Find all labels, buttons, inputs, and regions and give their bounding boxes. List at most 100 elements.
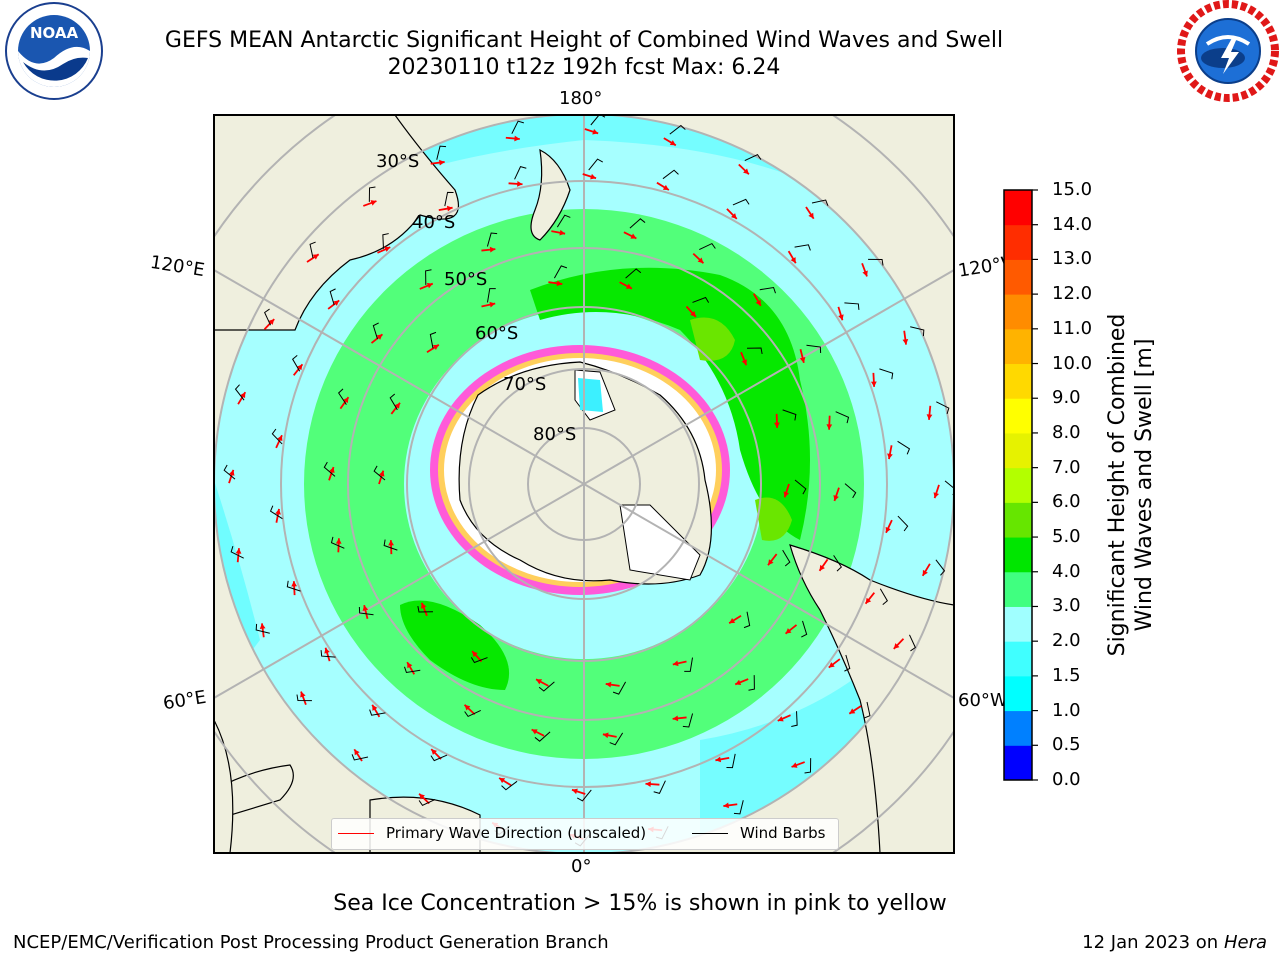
legend-wave-label: Primary Wave Direction (unscaled) — [386, 824, 647, 842]
wave-arrow — [228, 469, 235, 484]
wave-arrowhead — [893, 643, 900, 649]
wind-barb — [255, 623, 270, 634]
wind-barb — [323, 461, 336, 477]
wave-arrowhead — [602, 732, 609, 739]
wave-arrow — [833, 487, 840, 502]
lon-label-120w: 120°W — [956, 251, 1021, 282]
wind-barb — [369, 709, 386, 716]
wave-arrowhead — [268, 319, 275, 325]
run-date: 12 Jan 2023 on Hera — [1082, 932, 1267, 953]
wave-arrow — [619, 281, 633, 290]
wave-arrow — [888, 445, 893, 460]
wave-arrow — [548, 281, 563, 285]
wave-arrow — [275, 508, 280, 523]
wind-barb — [291, 354, 301, 372]
wave-arrowhead — [885, 526, 891, 533]
wave-arrowhead — [335, 538, 342, 544]
wind-barb — [486, 232, 498, 247]
colorbar-tick-label: 0.5 — [1052, 734, 1081, 756]
wave-arrowhead — [902, 339, 909, 345]
wave-arrow — [805, 206, 815, 220]
wave-arrowhead — [312, 254, 319, 260]
wind-barb — [909, 634, 916, 652]
colorbar-tick-label: 15.0 — [1052, 179, 1093, 200]
colorbar-frame — [1003, 189, 1033, 781]
wave-arrowhead — [791, 762, 798, 768]
wind-barb — [833, 555, 843, 572]
legend-wave-swatch — [338, 832, 374, 834]
legend-wind-swatch — [692, 832, 728, 834]
wind-barb — [629, 218, 646, 229]
legend-wave-entry: Primary Wave Direction (unscaled) — [338, 824, 646, 842]
wind-barb — [373, 465, 386, 481]
colorbar-swatch — [1004, 363, 1032, 399]
wave-arrow — [818, 558, 829, 572]
wind-barb — [782, 409, 797, 421]
wave-arrow — [903, 330, 907, 345]
wind-barb — [358, 606, 374, 616]
lat-label-40s: 40°S — [412, 212, 456, 233]
wave-arrow — [672, 716, 687, 720]
wave-arrow — [582, 173, 597, 180]
wave-arrow — [390, 402, 401, 415]
wave-arrowhead — [388, 540, 394, 546]
wind-barb — [337, 388, 347, 405]
wave-arrowhead — [672, 715, 679, 722]
wave-arrow — [371, 704, 381, 718]
wave-arrow — [726, 208, 738, 220]
wind-barb — [296, 694, 312, 702]
sea-ice-note: Sea Ice Concentration > 15% is shown in … — [333, 891, 947, 916]
wave-arrowhead — [354, 749, 360, 756]
madagascar — [214, 764, 294, 821]
new-zealand — [530, 148, 571, 241]
wave-arrowhead — [926, 414, 933, 420]
run-on-word: on — [1195, 932, 1219, 953]
colorbar-tick-label: 8.0 — [1052, 421, 1081, 443]
colorbar-swatch — [1004, 328, 1032, 365]
colorbar-swatch — [1004, 432, 1032, 469]
wind-barb — [417, 605, 433, 613]
wind-barb — [669, 124, 686, 135]
wave-arrowhead — [715, 756, 722, 763]
wind-barb — [806, 344, 822, 354]
lat-label-80s: 80°S — [533, 424, 577, 445]
wave-arrowhead — [235, 548, 242, 554]
wave-arrowhead — [808, 212, 814, 219]
wave-arrow — [378, 470, 385, 485]
wind-barb — [744, 154, 762, 161]
wave-arrowhead — [259, 623, 266, 629]
wave-arrowhead — [464, 704, 471, 711]
wind-barb — [320, 650, 336, 658]
wave-arrow — [715, 757, 730, 762]
colorbar-tick-label: 2.0 — [1052, 630, 1081, 652]
wave-arrowhead — [419, 793, 425, 800]
wave-arrowhead — [362, 605, 369, 611]
wave-belt-3m — [304, 209, 864, 759]
wave-arrow — [418, 793, 430, 805]
wave-arrow — [837, 306, 844, 321]
wave-arrow — [928, 405, 932, 420]
wind-barb — [429, 331, 437, 349]
wave-arrowhead — [645, 781, 651, 787]
wave-arrow — [438, 206, 453, 211]
wind-barb — [748, 675, 755, 691]
wave-arrowhead — [514, 135, 520, 142]
colorbar-label-line2: Wind Waves and Swell [m] — [1132, 338, 1157, 632]
colorbar-swatch — [1004, 502, 1032, 538]
wave-arrow — [861, 263, 868, 277]
wind-barb — [368, 186, 376, 202]
wind-barb — [470, 657, 488, 664]
wave-arrowhead — [933, 492, 940, 499]
wind-barb — [944, 480, 954, 496]
wave-arrow — [337, 538, 340, 553]
wind-barb — [692, 296, 710, 303]
wave-arrowhead — [838, 314, 844, 321]
wave-arrowhead — [489, 246, 496, 253]
wave-arrow — [828, 658, 841, 669]
colorbar-swatch — [1004, 641, 1032, 677]
wave-arrow — [535, 678, 549, 687]
wind-barb — [534, 731, 551, 742]
wave-arrowhead — [783, 491, 790, 498]
wind-barb — [588, 158, 604, 171]
colorbar-tick-label: 12.0 — [1052, 283, 1093, 305]
